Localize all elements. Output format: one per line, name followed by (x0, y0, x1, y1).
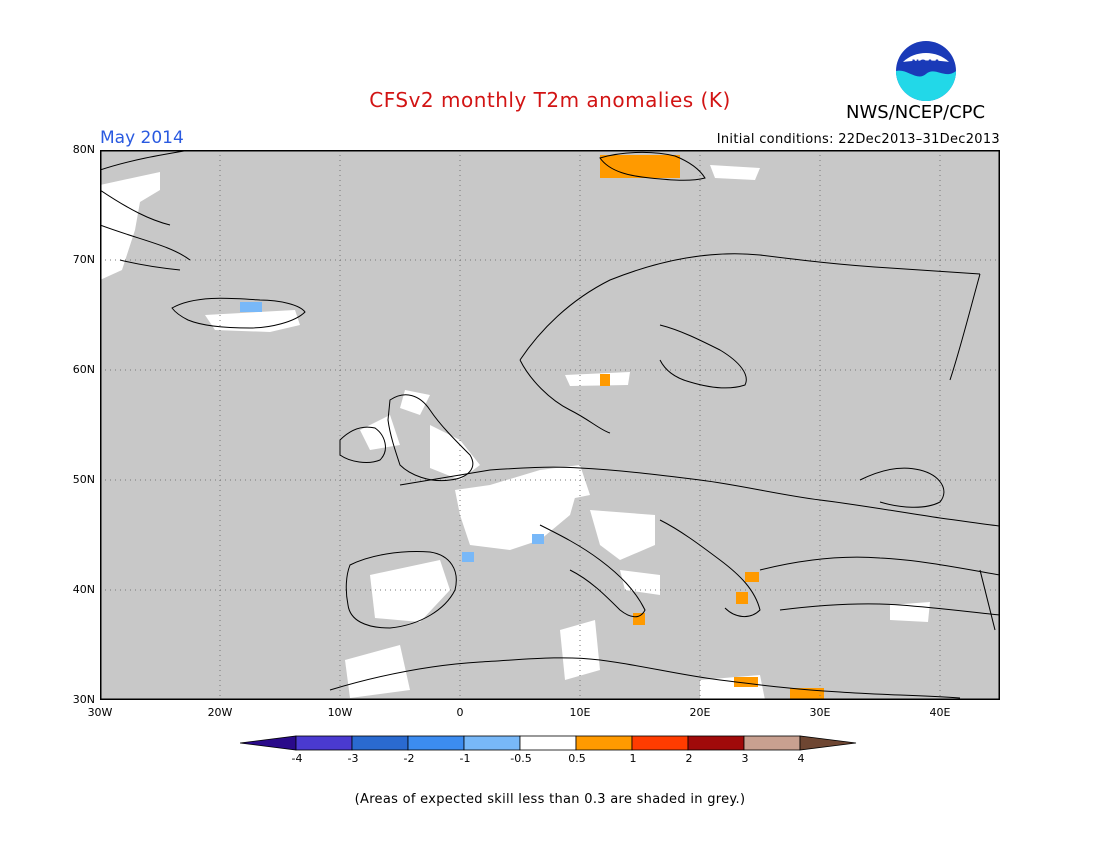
colorbar-label: -1 (459, 752, 471, 765)
greenland-white (100, 172, 160, 280)
lat-label: 30N (72, 693, 95, 706)
lat-label: 80N (72, 143, 95, 156)
colorbar-swatch (519, 735, 577, 751)
colorbar-swatch (351, 735, 409, 751)
colorbar-swatch (687, 735, 745, 751)
balkans-coast (659, 519, 761, 617)
black-sea-coast (859, 467, 945, 508)
colorbar-swatch (463, 735, 521, 751)
colorbar-swatch-right (799, 735, 857, 751)
turkey-coast (759, 556, 1000, 616)
greece-orange-1 (745, 572, 759, 582)
colorbar-label: 1 (629, 752, 637, 765)
crete-orange (734, 677, 758, 687)
lon-label: 0 (456, 706, 464, 719)
lat-label: 70N (72, 253, 95, 266)
ireland-coast (339, 426, 386, 463)
noaa-logo-text: NOAA (912, 59, 941, 69)
colorbar-swatch (295, 735, 353, 751)
continental-north-coast (399, 466, 1000, 527)
colorbar-label: -0.5 (510, 752, 532, 765)
neutral-anomaly-regions (100, 165, 930, 700)
morocco-white (345, 645, 410, 698)
colorbar-label: -2 (403, 752, 415, 765)
caspian-coast (979, 569, 996, 631)
italy-coast (539, 524, 646, 618)
noaa-logo: NOAA (895, 40, 957, 102)
iceland-blue (240, 302, 262, 312)
forecast-month: May 2014 (100, 128, 184, 148)
baltic-coast (659, 324, 747, 389)
britain-coast (387, 394, 474, 482)
iceland-coast (171, 297, 306, 329)
lat-label: 60N (72, 363, 95, 376)
coastlines (100, 150, 1000, 699)
colorbar-label: 0.5 (568, 752, 586, 765)
lon-label: 20E (689, 706, 711, 719)
lat-label: 40N (72, 583, 95, 596)
map-frame (100, 150, 1000, 700)
colorbar-label: 2 (685, 752, 693, 765)
greenland-coast (100, 150, 191, 271)
lon-label: 10E (569, 706, 591, 719)
scandinavia-coast (519, 253, 981, 434)
chart-title: CFSv2 monthly T2m anomalies (K) (369, 88, 731, 112)
colorbar-label: -4 (291, 752, 303, 765)
colorbar-swatch (575, 735, 633, 751)
lon-label: 30W (87, 706, 113, 719)
alps-blue (532, 534, 544, 544)
colorbar-label: 3 (741, 752, 749, 765)
svalbard-white (710, 165, 760, 180)
north-africa-coast (329, 657, 961, 699)
graticule (100, 150, 1000, 700)
greece-orange-2 (736, 592, 748, 604)
map-background (100, 150, 1000, 700)
lon-label: 20W (207, 706, 233, 719)
colorbar-swatch (631, 735, 689, 751)
sicily-orange (633, 613, 645, 625)
svalbard-coast (599, 151, 706, 181)
lat-label: 50N (72, 473, 95, 486)
colorbar-swatch (743, 735, 801, 751)
benelux-white (540, 465, 590, 500)
calabria-white (620, 570, 660, 595)
anomaly-map (100, 150, 1000, 700)
lon-label: 40E (929, 706, 951, 719)
iberia-white (370, 560, 450, 622)
sweden-white (565, 372, 630, 386)
sweden-orange (600, 374, 610, 386)
initial-conditions: Initial conditions: 22Dec2013–31Dec2013 (716, 132, 1000, 147)
colorbar-swatch (407, 735, 465, 751)
colorbar-label: 4 (797, 752, 805, 765)
iceland-white (205, 310, 300, 332)
lon-label: 30E (809, 706, 831, 719)
italy-white (590, 510, 655, 560)
colorbar (240, 735, 857, 751)
colorbar-label: -3 (347, 752, 359, 765)
egypt-orange (790, 688, 824, 700)
agency-label: NWS/NCEP/CPC (846, 102, 986, 123)
france-blue (462, 552, 474, 562)
france-white (455, 470, 580, 550)
skill-footnote: (Areas of expected skill less than 0.3 a… (354, 792, 746, 807)
colorbar-swatch-left (240, 735, 297, 751)
scotland-white (400, 390, 430, 415)
iberia-coast (345, 551, 457, 629)
lon-label: 10W (327, 706, 353, 719)
svalbard-orange (600, 155, 680, 178)
england-white (430, 425, 480, 480)
